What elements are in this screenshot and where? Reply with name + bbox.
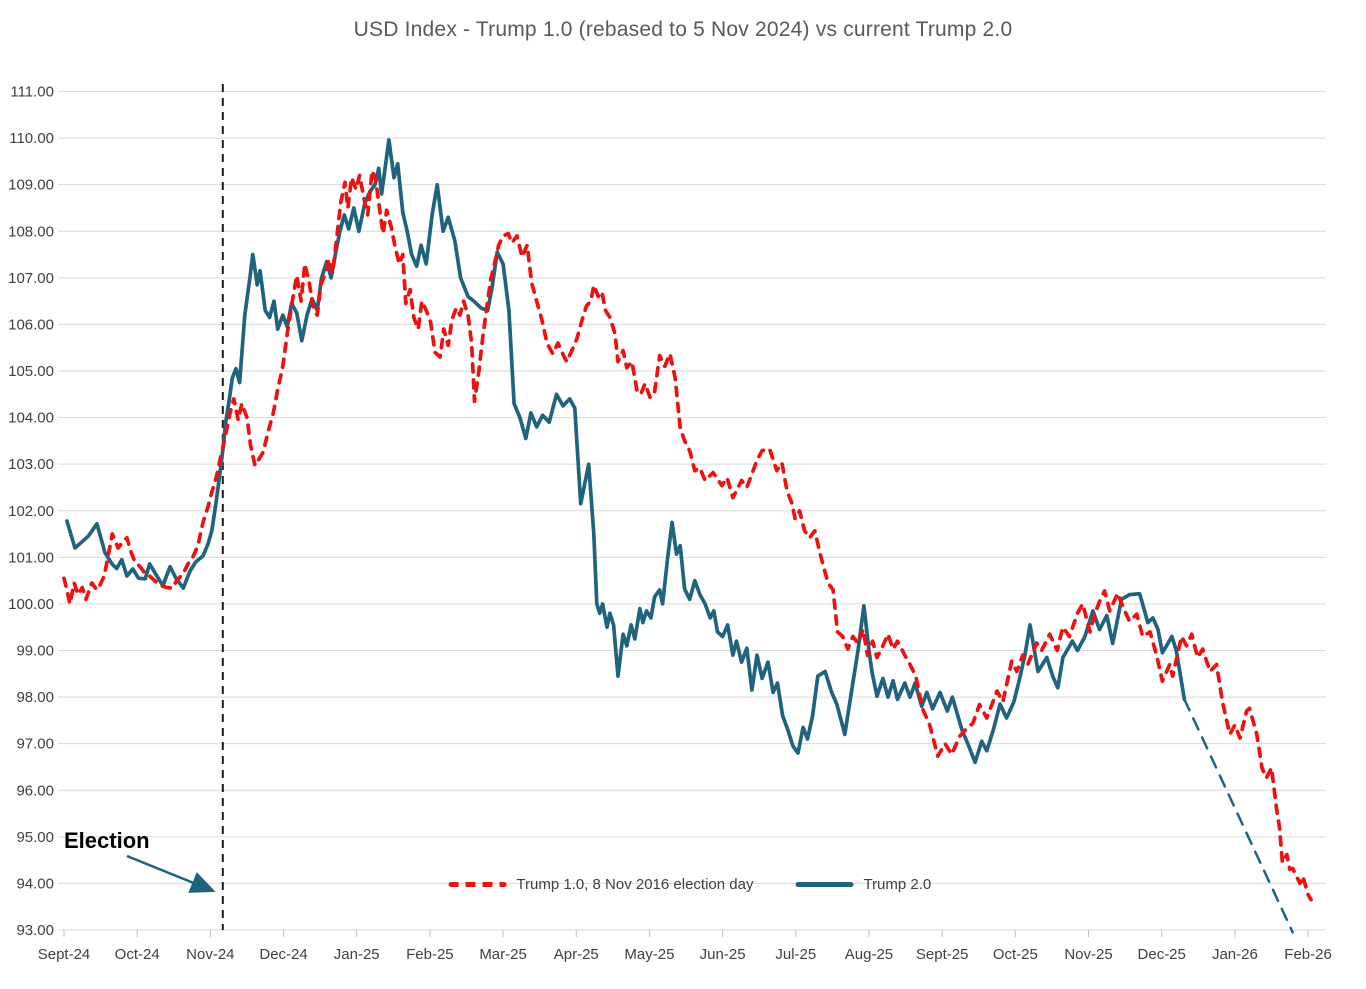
svg-text:Jul-25: Jul-25 — [775, 946, 816, 963]
svg-text:Nov-24: Nov-24 — [186, 946, 234, 963]
svg-text:97.00: 97.00 — [16, 736, 54, 753]
svg-text:104.00: 104.00 — [8, 410, 54, 427]
svg-text:Apr-25: Apr-25 — [554, 946, 599, 963]
svg-text:Oct-24: Oct-24 — [115, 946, 160, 963]
svg-text:Feb-26: Feb-26 — [1284, 946, 1332, 963]
chart-legend: Trump 1.0, 8 Nov 2016 election day Trump… — [448, 876, 931, 893]
legend-sample-trump-2-solid-line-icon — [795, 882, 854, 887]
chart-title: USD Index - Trump 1.0 (rebased to 5 Nov … — [353, 18, 1013, 41]
legend-item-trump-2: Trump 2.0 — [795, 876, 931, 893]
svg-text:108.00: 108.00 — [8, 223, 54, 240]
svg-text:Dec-25: Dec-25 — [1138, 946, 1186, 963]
svg-text:Feb-25: Feb-25 — [406, 946, 454, 963]
gridlines — [58, 91, 1326, 931]
svg-text:Aug-25: Aug-25 — [845, 946, 893, 963]
svg-text:99.00: 99.00 — [16, 643, 54, 660]
svg-text:Jan-26: Jan-26 — [1212, 946, 1258, 963]
svg-text:101.00: 101.00 — [8, 549, 54, 566]
svg-text:107.00: 107.00 — [8, 270, 54, 287]
legend-sample-trump-1-dashed-line-icon — [448, 882, 507, 887]
svg-text:Jun-25: Jun-25 — [700, 946, 746, 963]
svg-text:96.00: 96.00 — [16, 782, 54, 799]
svg-text:95.00: 95.00 — [16, 829, 54, 846]
svg-text:106.00: 106.00 — [8, 316, 54, 333]
svg-text:Mar-25: Mar-25 — [479, 946, 527, 963]
svg-text:Jan-25: Jan-25 — [334, 946, 380, 963]
election-annotation-label: Election — [64, 828, 150, 853]
svg-text:Dec-24: Dec-24 — [259, 946, 307, 963]
series-trump-2-0-dashed-extension — [1183, 698, 1294, 934]
series-trump-1-0-8-nov-2016-election-day — [62, 168, 1313, 902]
svg-text:100.00: 100.00 — [8, 596, 54, 613]
svg-text:94.00: 94.00 — [16, 875, 54, 892]
svg-text:Sept-24: Sept-24 — [38, 946, 91, 963]
svg-text:May-25: May-25 — [624, 946, 674, 963]
series-trump-2-0 — [65, 138, 1187, 765]
svg-text:Oct-25: Oct-25 — [993, 946, 1038, 963]
svg-text:103.00: 103.00 — [8, 456, 54, 473]
legend-label-trump-2: Trump 2.0 — [863, 876, 932, 893]
legend-item-trump-1: Trump 1.0, 8 Nov 2016 election day — [448, 876, 753, 893]
svg-text:111.00: 111.00 — [10, 84, 54, 101]
svg-text:Nov-25: Nov-25 — [1064, 946, 1112, 963]
svg-text:109.00: 109.00 — [8, 177, 54, 194]
x-axis-tick-labels: Sept-24 Oct-24 Nov-24 Dec-24 Jan-25 Feb-25 Mar… — [38, 930, 1332, 963]
svg-text:110.00: 110.00 — [9, 130, 54, 147]
y-axis-tick-labels: 93.00 94.00 95.00 96.00 97.00 98.00 99.00 100.0… — [8, 84, 54, 940]
svg-text:105.00: 105.00 — [8, 363, 54, 380]
series-lines — [62, 138, 1313, 934]
svg-text:93.00: 93.00 — [16, 922, 54, 939]
election-annotation-arrow — [126, 854, 216, 893]
svg-text:98.00: 98.00 — [16, 689, 54, 706]
svg-text:102.00: 102.00 — [8, 503, 54, 520]
svg-text:Sept-25: Sept-25 — [916, 946, 969, 963]
legend-label-trump-1: Trump 1.0, 8 Nov 2016 election day — [516, 876, 754, 893]
